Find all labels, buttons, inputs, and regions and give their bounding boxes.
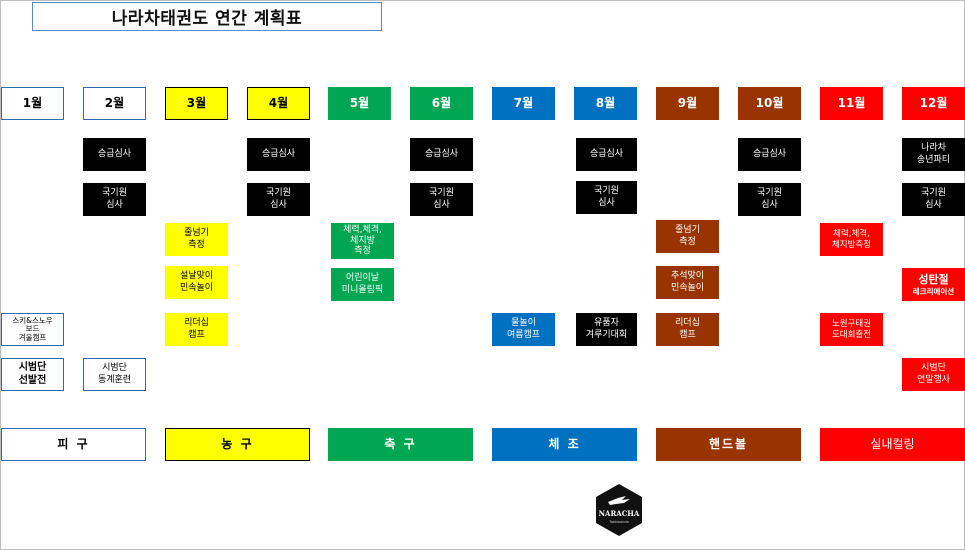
month-header-dec: 12월 <box>902 87 965 120</box>
month-header-mar: 3월 <box>165 87 228 120</box>
event-dec-christmas-title: 성탄절 <box>918 272 949 286</box>
event-feb-promotion: 승급심사 <box>83 138 146 171</box>
month-header-apr: 4월 <box>247 87 310 120</box>
event-nov-contest: 노원구태권 도대회출전 <box>820 313 883 346</box>
month-header-may: 5월 <box>328 87 391 120</box>
page-title: 나라차태권도 연간 계획표 <box>32 2 382 31</box>
event-jun-kukkiwon: 국기원 심사 <box>410 183 473 216</box>
event-mar-jumprope: 줄넘기 측정 <box>165 223 228 256</box>
event-dec-christmas-sub: 레크리에이션 <box>912 286 955 296</box>
month-header-feb: 2월 <box>83 87 146 120</box>
month-header-oct: 10월 <box>738 87 801 120</box>
sport-gymnastics: 체 조 <box>492 428 637 461</box>
event-apr-kukkiwon: 국기원 심사 <box>247 183 310 216</box>
month-header-jun: 6월 <box>410 87 473 120</box>
event-may-children-olympic: 어린이날 미니올림픽 <box>331 268 394 301</box>
event-mar-leadership: 리더십 캠프 <box>165 313 228 346</box>
event-feb-kukkiwon: 국기원 심사 <box>83 183 146 216</box>
event-dec-party: 나라차 송년파티 <box>902 138 965 171</box>
event-sep-leadership: 리더십 캠프 <box>656 313 719 346</box>
logo-subtext: Taekwondo <box>608 520 628 524</box>
event-mar-lunar-games: 설날맞이 민속놀이 <box>165 266 228 299</box>
event-jan-demo-team: 시범단 선발전 <box>1 358 64 391</box>
event-dec-demo-year-end: 시범단 연말행사 <box>902 358 965 391</box>
logo-hexagon <box>596 484 642 536</box>
event-aug-contest: 유품자 겨루기대회 <box>576 313 637 346</box>
sport-handball: 핸드볼 <box>656 428 801 461</box>
sport-dodgeball: 피 구 <box>1 428 146 461</box>
event-aug-promotion: 승급심사 <box>576 138 637 171</box>
month-header-sep: 9월 <box>656 87 719 120</box>
event-aug-kukkiwon: 국기원 심사 <box>576 181 637 214</box>
month-header-jul: 7월 <box>492 87 555 120</box>
event-nov-fitness: 체력,체격, 체지방측정 <box>820 223 883 256</box>
event-dec-christmas: 성탄절 레크리에이션 <box>902 268 965 301</box>
event-oct-kukkiwon: 국기원 심사 <box>738 183 801 216</box>
logo-text: NARACHA <box>599 509 640 518</box>
sport-indoor-curling: 실내컬링 <box>820 428 965 461</box>
event-dec-kukkiwon: 국기원 심사 <box>902 183 965 216</box>
event-may-fitness: 체력,체격, 체지방 측정 <box>331 223 394 259</box>
logo-bird-icon <box>608 496 630 505</box>
sport-basketball: 농 구 <box>165 428 310 461</box>
month-header-nov: 11월 <box>820 87 883 120</box>
event-oct-promotion: 승급심사 <box>738 138 801 171</box>
event-sep-jumprope: 줄넘기 측정 <box>656 220 719 253</box>
event-feb-demo-training: 시범단 동계훈련 <box>83 358 146 391</box>
event-jun-promotion: 승급심사 <box>410 138 473 171</box>
event-jan-winter-camp: 스키&스노우 보드 겨울캠프 <box>1 313 64 346</box>
event-apr-promotion: 승급심사 <box>247 138 310 171</box>
month-header-jan: 1월 <box>1 87 64 120</box>
event-sep-chuseok-games: 추석맞이 민속놀이 <box>656 266 719 299</box>
month-header-aug: 8월 <box>574 87 637 120</box>
naracha-logo: NARACHA Taekwondo <box>596 484 642 536</box>
event-jul-water-camp: 물놀이 여름캠프 <box>492 313 555 346</box>
sport-soccer: 축 구 <box>328 428 473 461</box>
